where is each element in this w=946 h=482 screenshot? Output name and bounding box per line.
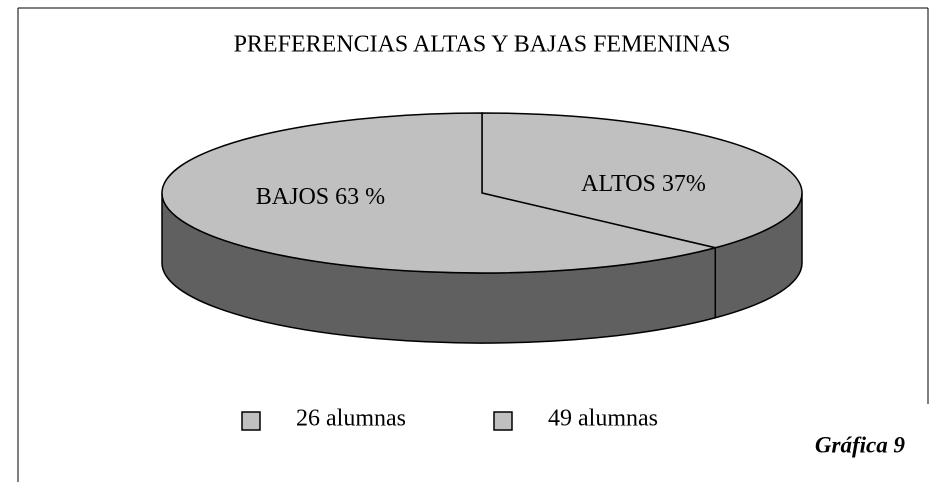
data-label: BAJOS 63 %: [256, 184, 385, 210]
chart-title: PREFERENCIAS ALTAS Y BAJAS FEMENINAS: [234, 32, 731, 58]
data-label: ALTOS 37%: [581, 171, 706, 197]
legend-label: 26 alumnas: [296, 406, 406, 432]
annotation: Gráfica 9: [815, 432, 906, 457]
pie-slice: [161, 112, 716, 274]
legend-label: 49 alumnas: [548, 406, 658, 432]
legend-swatch: [241, 411, 261, 431]
legend-swatch: [493, 411, 513, 431]
pie-slice: [481, 112, 803, 249]
